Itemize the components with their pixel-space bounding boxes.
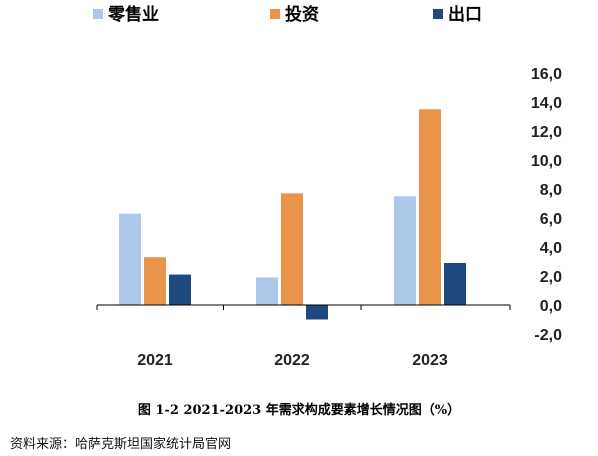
bar — [444, 262, 466, 305]
bar — [306, 305, 328, 320]
legend-swatch — [93, 9, 103, 19]
legend-label: 投资 — [285, 4, 319, 25]
bar — [169, 274, 191, 305]
y-tick-label: -2,0 — [534, 327, 562, 344]
category-label: 2023 — [412, 352, 448, 369]
bar — [394, 196, 416, 305]
y-tick-label: 14,0 — [531, 95, 562, 112]
bar — [119, 213, 141, 305]
legend-swatch — [433, 9, 443, 19]
y-tick-label: 2,0 — [540, 269, 562, 286]
chart-legend: 零售业 投资 出口 — [93, 4, 482, 25]
y-tick-label: 6,0 — [540, 211, 562, 228]
category-label: 2022 — [274, 352, 310, 369]
chart-bars — [119, 109, 466, 320]
legend-label: 出口 — [448, 4, 482, 25]
y-axis-ticks: 16,0 14,0 12,0 10,0 8,0 6,0 4,0 2,0 0,0 -2,0 — [531, 66, 562, 344]
legend-swatch — [270, 9, 280, 19]
data-source: 资料来源：哈萨克斯坦国家统计局官网 — [10, 437, 232, 452]
y-tick-label: 8,0 — [540, 182, 562, 199]
y-tick-label: 4,0 — [540, 240, 562, 257]
bar — [281, 193, 303, 305]
y-tick-label: 10,0 — [531, 153, 562, 170]
x-axis — [96, 304, 511, 310]
bar — [144, 257, 166, 305]
bar — [256, 277, 278, 305]
legend-label: 零售业 — [107, 4, 159, 25]
category-label: 2021 — [137, 352, 173, 369]
y-tick-label: 16,0 — [531, 66, 562, 83]
y-tick-label: 0,0 — [540, 298, 562, 315]
y-tick-label: 12,0 — [531, 124, 562, 141]
figure-caption: 图 1-2 2021-2023 年需求构成要素增长情况图（%） — [137, 403, 461, 418]
category-labels: 2021 2022 2023 — [137, 352, 448, 369]
bar — [419, 109, 441, 305]
